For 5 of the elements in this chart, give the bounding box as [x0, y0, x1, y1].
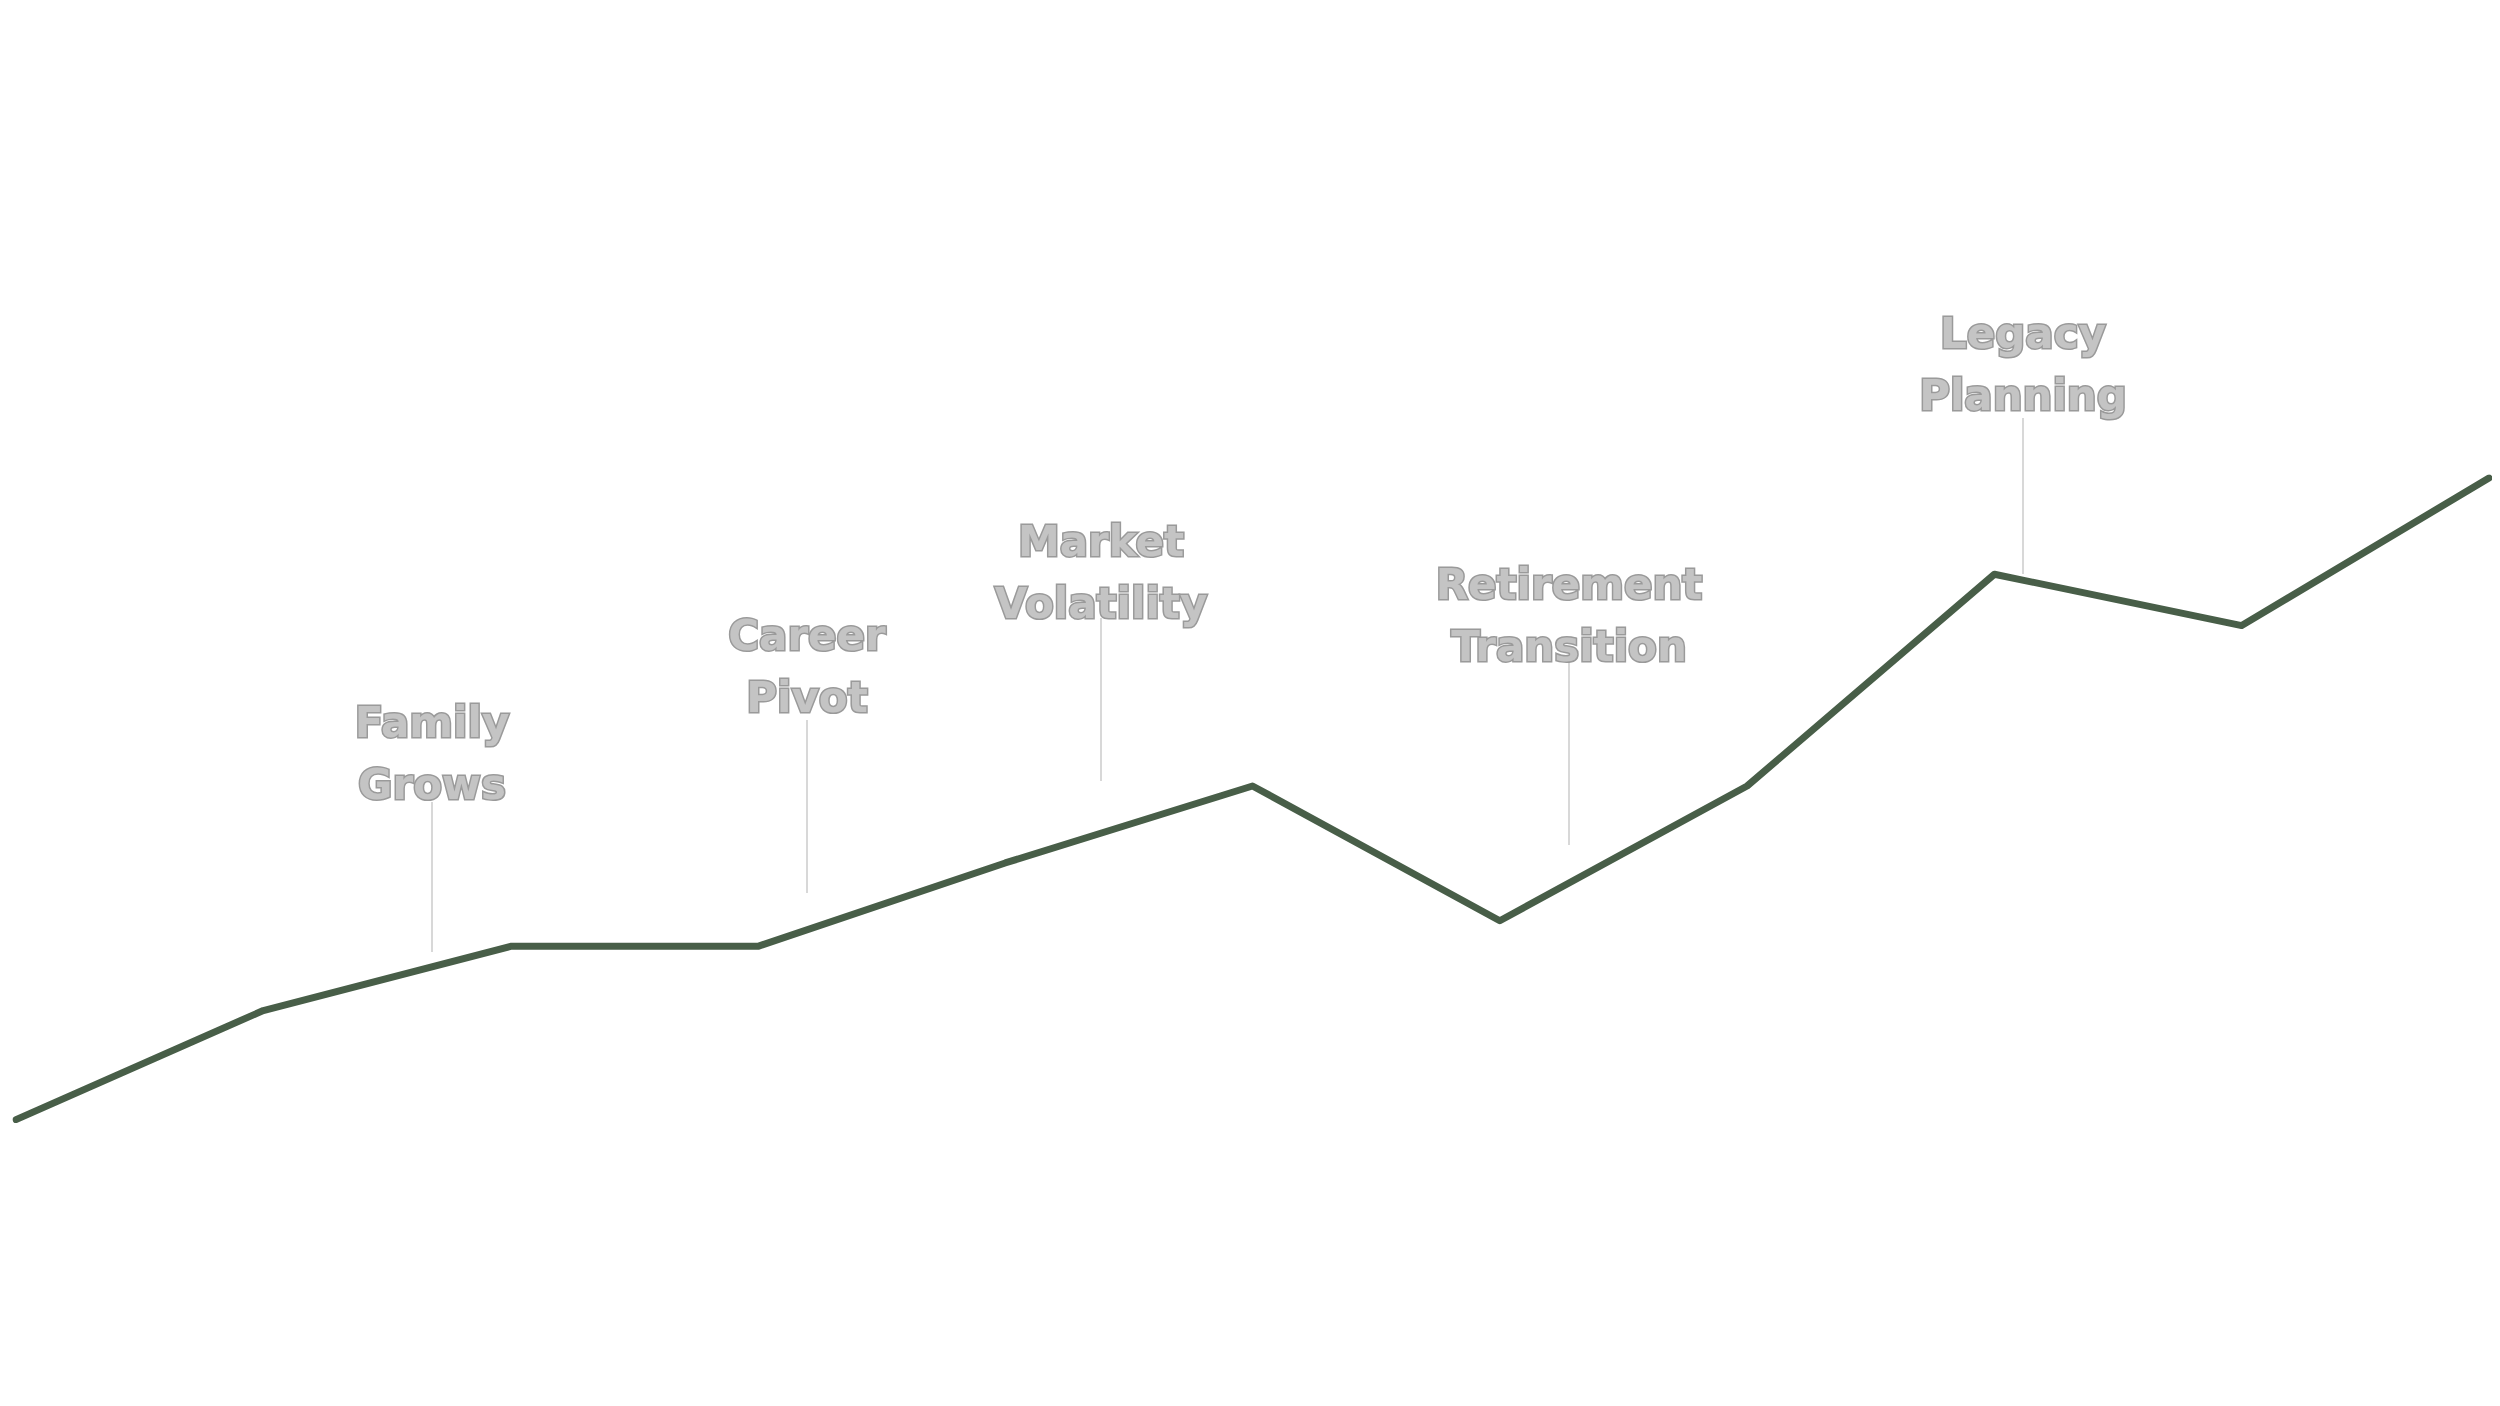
- annotation: Market Volatility: [994, 516, 1208, 628]
- annotation: Family Grows: [354, 697, 510, 809]
- annotation: Retirement Transition: [1435, 559, 1703, 671]
- text: Legacy Planning: [1919, 308, 2127, 420]
- annotation: Career Pivot: [728, 610, 887, 722]
